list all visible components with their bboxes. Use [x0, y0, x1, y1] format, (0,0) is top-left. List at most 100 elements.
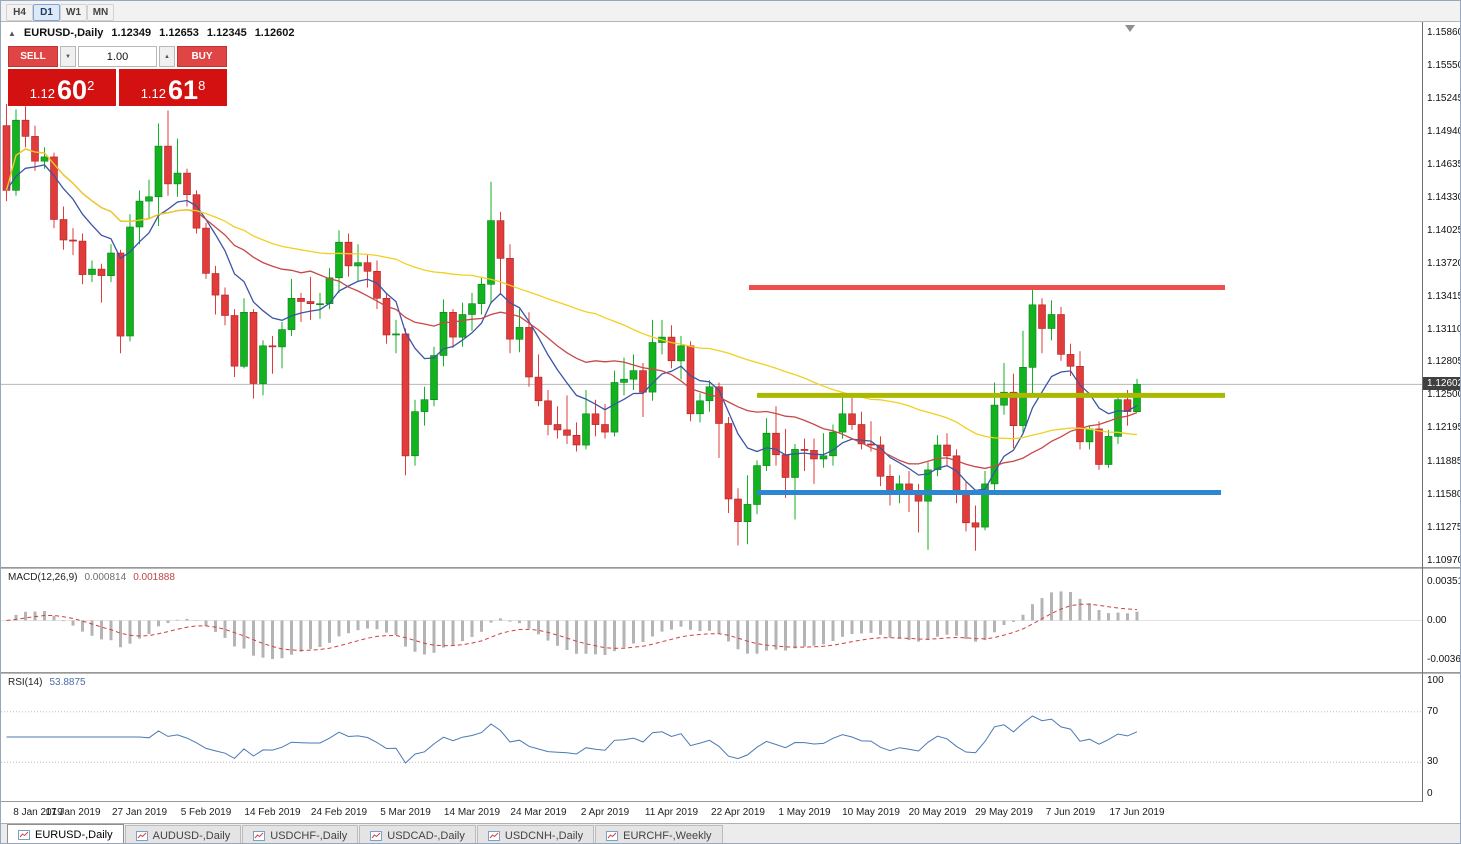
chart-tab-audusd-daily[interactable]: AUDUSD-,Daily [124, 825, 242, 843]
bid-ask-row: 1.12 60 2 1.12 61 8 [8, 69, 227, 106]
ohlc-high: 1.12653 [159, 27, 199, 39]
chart-tabs-bar: EURUSD-,Daily AUDUSD-,Daily USDCHF-,Daily U… [1, 823, 1460, 843]
symbol-title: EURUSD-,Daily [23, 27, 104, 39]
chart-tab-usdcad-daily[interactable]: USDCAD-,Daily [359, 825, 476, 843]
time-axis-label: 8 Jan 2019 [13, 807, 63, 818]
axis-label: 0.00 [1427, 614, 1447, 626]
axis-label: 1.15245 [1427, 93, 1461, 105]
price-axis[interactable]: 1.12602 1.15860 1.15550 1.15245 1.14940 1.14… [1423, 22, 1461, 567]
timeframe-button-d1[interactable]: D1 [33, 3, 60, 21]
axis-label: 0 [1427, 788, 1433, 799]
chart-icon [606, 830, 619, 841]
price-scale-separator [1422, 22, 1423, 802]
rsi-indicator-panel[interactable]: RSI(14) 53.8875 [1, 674, 1422, 800]
time-axis-label: 5 Mar 2019 [380, 807, 431, 818]
macd-axis[interactable]: 0.003518 0.00 -0.00367 [1423, 569, 1460, 672]
axis-label: 1.11580 [1427, 488, 1461, 500]
chart-tab-label: EURCHF-,Weekly [623, 829, 712, 842]
time-axis-label: 10 May 2019 [842, 807, 900, 818]
one-click-collapse-icon[interactable]: ▲ [8, 28, 16, 38]
axis-label: 1.12195 [1427, 422, 1461, 434]
axis-label: 1.14025 [1427, 224, 1461, 236]
bid-price-major: 1.12 [29, 86, 56, 101]
chart-tab-eurusd-daily[interactable]: EURUSD-,Daily [7, 824, 124, 843]
time-axis-label: 7 Jun 2019 [1045, 807, 1096, 818]
rsi-value: 53.8875 [49, 677, 86, 688]
panel-splitter[interactable] [1, 567, 1460, 569]
axis-label: 0.003518 [1427, 576, 1460, 588]
axis-label: 1.13720 [1427, 257, 1461, 269]
time-axis-label: 14 Feb 2019 [244, 807, 301, 818]
ask-price-point: 8 [198, 78, 206, 93]
time-axis[interactable]: 8 Jan 2019 17 Jan 2019 27 Jan 2019 5 Feb 20… [1, 801, 1422, 823]
time-axis-label: 17 Jun 2019 [1109, 807, 1165, 818]
chart-tab-label: AUDUSD-,Daily [152, 829, 231, 842]
chart-icon [18, 830, 30, 840]
rsi-indicator-name: RSI(14) [8, 677, 43, 688]
axis-label: 1.14330 [1427, 191, 1461, 203]
axis-label: 1.10970 [1427, 554, 1461, 566]
axis-label: 30 [1427, 756, 1439, 768]
axis-label: 1.15860 [1427, 26, 1461, 38]
ohlc-low: 1.12345 [206, 27, 247, 39]
timeframe-button-mn[interactable]: MN [87, 3, 114, 21]
chart-tab-eurchf-weekly[interactable]: EURCHF-,Weekly [595, 825, 723, 843]
volume-decrease-icon[interactable]: ▼ [60, 46, 76, 67]
rsi-chart [1, 711, 1422, 764]
trade-controls-row: SELL ▼ ▲ BUY [8, 46, 227, 67]
macd-signal-value: 0.001888 [133, 572, 175, 583]
timeframe-button-w1[interactable]: W1 [60, 3, 87, 21]
rsi-label-row: RSI(14) 53.8875 [8, 677, 86, 688]
one-click-trading-panel: SELL ▼ ▲ BUY 1.12 60 2 1.12 61 8 [8, 46, 227, 106]
axis-label: 1.13415 [1427, 290, 1461, 302]
buy-button[interactable]: BUY [177, 46, 227, 67]
macd-indicator-panel[interactable]: MACD(12,26,9) 0.000814 0.001888 [1, 569, 1422, 672]
volume-input[interactable] [78, 46, 157, 67]
candlestick-chart[interactable] [1, 22, 1422, 567]
time-axis-label: 22 Apr 2019 [711, 807, 765, 818]
bid-price-button[interactable]: 1.12 60 2 [8, 69, 116, 106]
time-axis-label: 24 Feb 2019 [310, 807, 368, 818]
time-axis-label: 27 Jan 2019 [111, 807, 168, 818]
macd-indicator-name: MACD(12,26,9) [8, 572, 78, 583]
time-axis-label: 2 Apr 2019 [580, 807, 630, 818]
chart-icon [370, 830, 383, 841]
current-price-badge: 1.12602 [1423, 377, 1460, 391]
panel-splitter[interactable] [1, 672, 1460, 674]
chart-icon [135, 830, 148, 841]
price-chart-panel[interactable]: ▲ EURUSD-,Daily 1.12349 1.12653 1.12345 … [1, 22, 1422, 567]
timeframe-buttons-group: H4 D1 W1 MN [6, 2, 114, 21]
chart-icon [253, 830, 266, 841]
timeframe-button-h4[interactable]: H4 [6, 3, 33, 21]
time-axis-label: 5 Feb 2019 [180, 807, 232, 818]
axis-label: 1.12805 [1427, 356, 1461, 368]
ask-price-major: 1.12 [140, 86, 167, 101]
timeframe-toolbar: H4 D1 W1 MN [1, 1, 1460, 22]
ask-price-pips: 61 [168, 75, 199, 105]
axis-label: 1.13110 [1427, 323, 1461, 335]
axis-label: 70 [1427, 705, 1439, 717]
chart-icon [487, 830, 500, 841]
volume-increase-icon[interactable]: ▲ [159, 46, 175, 67]
chart-tab-label: EURUSD-,Daily [35, 829, 113, 841]
sell-button[interactable]: SELL [8, 46, 58, 67]
chart-tab-label: USDCHF-,Daily [270, 829, 348, 842]
rsi-axis[interactable]: 100 70 30 0 [1423, 674, 1460, 800]
chart-shift-marker-icon[interactable] [1125, 25, 1135, 32]
axis-label: 100 [1427, 675, 1444, 686]
time-axis-label: 24 Mar 2019 [510, 807, 567, 818]
bid-price-pips: 60 [57, 75, 88, 105]
axis-label: 1.15550 [1427, 60, 1461, 72]
axis-label: 1.14635 [1427, 158, 1461, 170]
chart-tab-usdchf-daily[interactable]: USDCHF-,Daily [242, 825, 359, 843]
time-axis-label: 17 Jan 2019 [45, 807, 101, 818]
time-axis-label: 14 Mar 2019 [443, 807, 501, 818]
axis-label: 1.12500 [1427, 389, 1461, 401]
bid-price-point: 2 [87, 78, 95, 93]
ask-price-button[interactable]: 1.12 61 8 [119, 69, 227, 106]
axis-label: 1.11885 [1427, 455, 1461, 467]
time-axis-label: 11 Apr 2019 [644, 807, 699, 818]
chart-tab-label: USDCNH-,Daily [504, 829, 584, 842]
chart-tab-usdcnh-daily[interactable]: USDCNH-,Daily [476, 825, 595, 843]
